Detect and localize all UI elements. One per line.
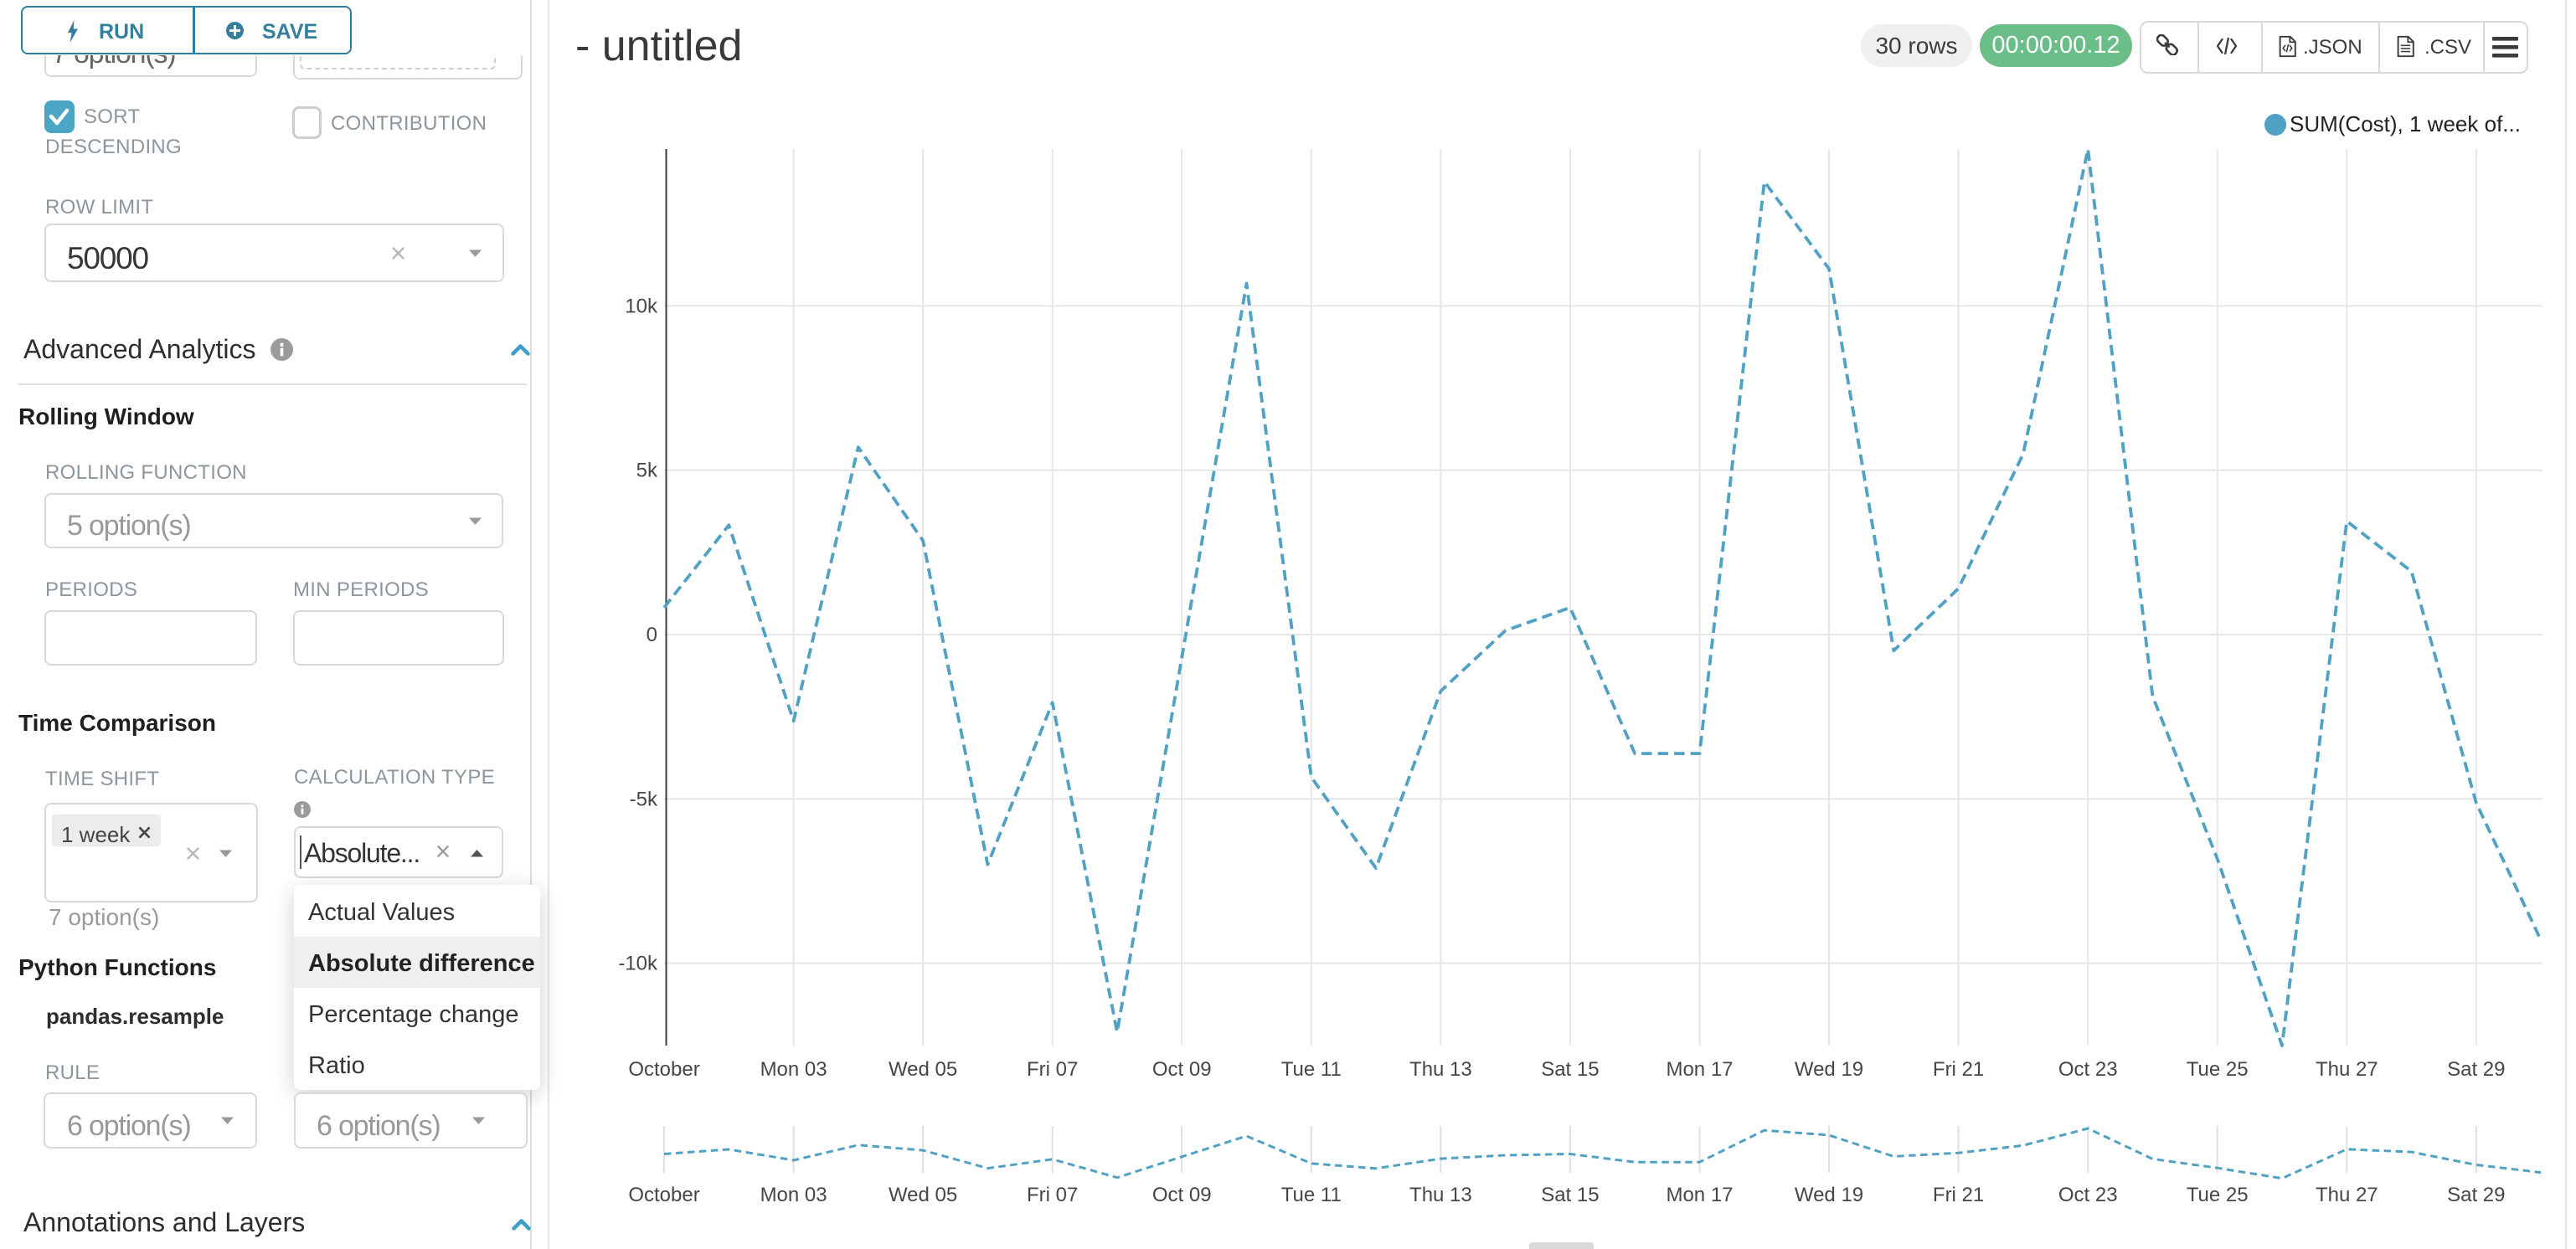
svg-text:Oct 09: Oct 09 bbox=[1152, 1184, 1212, 1206]
svg-text:Sat 15: Sat 15 bbox=[1541, 1184, 1599, 1206]
svg-text:Wed 05: Wed 05 bbox=[889, 1058, 957, 1081]
svg-text:Oct 23: Oct 23 bbox=[2058, 1184, 2118, 1206]
svg-text:Mon 03: Mon 03 bbox=[760, 1058, 827, 1081]
svg-text:Thu 27: Thu 27 bbox=[2316, 1184, 2378, 1206]
svg-text:Oct 09: Oct 09 bbox=[1152, 1058, 1212, 1081]
svg-text:Sat 29: Sat 29 bbox=[2447, 1184, 2505, 1206]
svg-text:Mon 17: Mon 17 bbox=[1666, 1058, 1733, 1081]
svg-text:Oct 23: Oct 23 bbox=[2058, 1058, 2118, 1081]
svg-text:Fri 07: Fri 07 bbox=[1027, 1058, 1078, 1081]
svg-text:Thu 13: Thu 13 bbox=[1409, 1058, 1472, 1081]
svg-text:Tue 11: Tue 11 bbox=[1281, 1184, 1342, 1206]
svg-text:October: October bbox=[628, 1184, 699, 1206]
svg-text:October: October bbox=[628, 1058, 699, 1081]
svg-text:Tue 25: Tue 25 bbox=[2187, 1058, 2249, 1081]
svg-text:Thu 13: Thu 13 bbox=[1409, 1184, 1472, 1206]
svg-text:-10k: -10k bbox=[618, 953, 658, 975]
svg-text:Wed 19: Wed 19 bbox=[1795, 1058, 1863, 1081]
svg-text:5k: 5k bbox=[636, 460, 658, 482]
svg-text:0: 0 bbox=[647, 624, 657, 646]
svg-text:Fri 07: Fri 07 bbox=[1027, 1184, 1078, 1206]
svg-text:Thu 27: Thu 27 bbox=[2316, 1058, 2378, 1081]
svg-text:Tue 11: Tue 11 bbox=[1281, 1058, 1342, 1081]
svg-text:Sat 15: Sat 15 bbox=[1541, 1058, 1599, 1081]
svg-text:Mon 17: Mon 17 bbox=[1666, 1184, 1733, 1206]
svg-text:Tue 25: Tue 25 bbox=[2187, 1184, 2249, 1206]
svg-text:Sat 29: Sat 29 bbox=[2447, 1058, 2505, 1081]
svg-text:10k: 10k bbox=[625, 295, 658, 317]
svg-text:Fri 21: Fri 21 bbox=[1933, 1058, 1984, 1081]
svg-text:Wed 19: Wed 19 bbox=[1795, 1184, 1863, 1206]
svg-text:Fri 21: Fri 21 bbox=[1933, 1184, 1984, 1206]
svg-text:Mon 03: Mon 03 bbox=[760, 1184, 827, 1206]
svg-text:-5k: -5k bbox=[630, 788, 658, 810]
svg-text:Wed 05: Wed 05 bbox=[889, 1184, 957, 1206]
